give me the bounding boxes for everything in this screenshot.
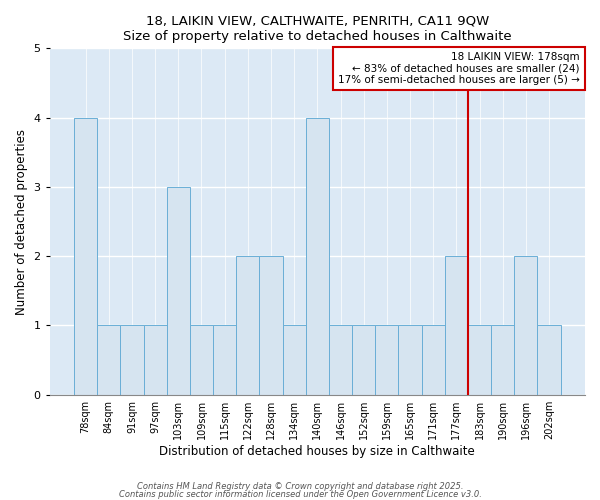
Bar [97,326,121,394]
Bar [190,326,213,394]
Title: 18, LAIKIN VIEW, CALTHWAITE, PENRITH, CA11 9QW
Size of property relative to deta: 18, LAIKIN VIEW, CALTHWAITE, PENRITH, CA… [123,15,512,43]
Bar [352,326,375,394]
Bar [167,187,190,394]
Bar [329,326,352,394]
Bar [445,256,468,394]
Bar [306,118,329,394]
Text: 18 LAIKIN VIEW: 178sqm
← 83% of detached houses are smaller (24)
17% of semi-det: 18 LAIKIN VIEW: 178sqm ← 83% of detached… [338,52,580,85]
Bar [375,326,398,394]
Text: Contains HM Land Registry data © Crown copyright and database right 2025.: Contains HM Land Registry data © Crown c… [137,482,463,491]
Bar [143,326,167,394]
Bar [514,256,538,394]
Bar [491,326,514,394]
Bar [283,326,306,394]
X-axis label: Distribution of detached houses by size in Calthwaite: Distribution of detached houses by size … [160,444,475,458]
Y-axis label: Number of detached properties: Number of detached properties [15,128,28,314]
Bar [538,326,560,394]
Bar [236,256,259,394]
Bar [74,118,97,394]
Bar [213,326,236,394]
Bar [259,256,283,394]
Text: Contains public sector information licensed under the Open Government Licence v3: Contains public sector information licen… [119,490,481,499]
Bar [398,326,422,394]
Bar [468,326,491,394]
Bar [121,326,143,394]
Bar [422,326,445,394]
